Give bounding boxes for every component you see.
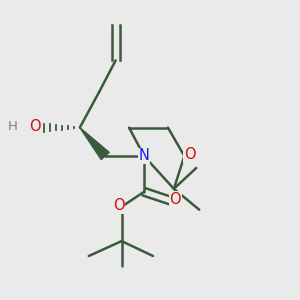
Text: O: O (184, 147, 196, 162)
Text: H: H (8, 120, 18, 133)
Polygon shape (80, 128, 109, 160)
Text: O: O (29, 118, 41, 134)
Text: O: O (169, 192, 181, 207)
Text: N: N (139, 148, 149, 164)
Text: O: O (113, 198, 124, 213)
